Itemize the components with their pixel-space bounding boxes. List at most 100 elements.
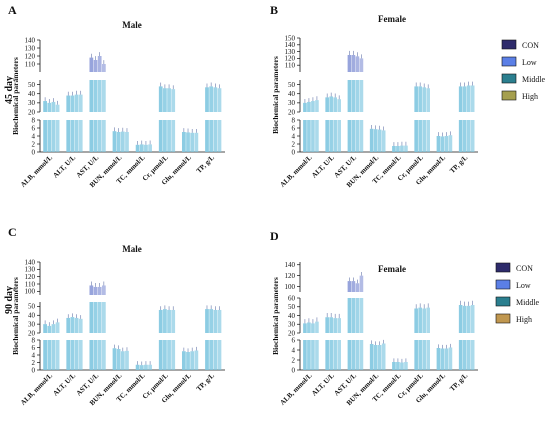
bar [325, 340, 329, 370]
y-tick-label: 0 [32, 366, 36, 374]
bar [78, 120, 83, 152]
bar [89, 285, 94, 295]
bar [209, 86, 214, 112]
bar [329, 96, 333, 112]
bar [158, 120, 163, 152]
y-axis-label: Biochemical parameters [271, 277, 280, 355]
bar [404, 362, 408, 370]
bar [466, 85, 471, 112]
bar [167, 309, 171, 333]
bar [351, 55, 356, 72]
y-tick-label: 6 [292, 336, 296, 344]
bar [47, 340, 52, 370]
y-tick-label: 100 [25, 288, 36, 296]
y-tick-label: 130 [25, 44, 36, 52]
bar [181, 351, 186, 370]
bar [116, 132, 121, 152]
bar [125, 350, 129, 370]
bar [355, 120, 360, 152]
y-tick-label: 20 [288, 108, 296, 116]
bar [163, 340, 167, 370]
bar [47, 102, 52, 112]
bar [47, 120, 52, 152]
bar [444, 136, 449, 152]
bar [167, 88, 171, 112]
y-tick-label: 20 [28, 108, 36, 116]
bar [418, 340, 422, 370]
y-tick-label: 2 [32, 359, 36, 367]
bar [333, 340, 337, 370]
bar [404, 145, 408, 152]
bar [303, 120, 307, 152]
bar [347, 298, 352, 333]
bar [307, 322, 311, 333]
bar [167, 120, 171, 152]
bar [139, 365, 144, 370]
bar [55, 104, 60, 112]
bar [347, 120, 352, 152]
bar [440, 348, 445, 370]
bar [311, 323, 315, 333]
y-tick-label: 8 [292, 116, 296, 124]
bar [97, 302, 102, 333]
bar [78, 340, 83, 370]
panel-letter-b: B [270, 3, 278, 17]
y-tick-label: 8 [32, 336, 36, 344]
bar [213, 340, 218, 370]
bar [444, 348, 449, 370]
bar [78, 318, 83, 333]
legend-label: CON [522, 41, 539, 50]
bar [458, 340, 463, 370]
bar [311, 101, 315, 112]
bar [51, 101, 56, 112]
x-category-label: ALT, U/L [310, 154, 336, 180]
y-tick-label: 2 [292, 140, 296, 148]
bar [205, 309, 209, 333]
bar [315, 340, 319, 370]
bar [414, 120, 418, 152]
bar [436, 348, 441, 370]
bar [373, 129, 378, 152]
legend-swatch [495, 296, 511, 307]
bar [458, 86, 463, 112]
x-category-label: ALT, U/L [52, 372, 78, 398]
bar [66, 317, 71, 333]
y-tick-label: 140 [25, 36, 36, 44]
bar [359, 120, 364, 152]
bar [333, 318, 337, 333]
y-tick-label: 40 [28, 312, 36, 320]
bar [422, 308, 426, 333]
x-category-label: ALB, mmol/L [279, 154, 314, 189]
y-tick-label: 140 [285, 41, 296, 49]
legend-bottom: CON Low Middle High [495, 262, 540, 324]
x-category-label: ALB, mmol/L [19, 154, 54, 189]
bar [422, 120, 426, 152]
bar [101, 285, 106, 295]
bar [89, 120, 94, 152]
bar [43, 324, 47, 333]
bar [97, 80, 102, 112]
bar [93, 286, 98, 295]
bar [74, 94, 79, 112]
y-tick-label: 120 [285, 55, 296, 63]
y-tick-label: 130 [285, 48, 296, 56]
y-tick-label: 6 [292, 124, 296, 132]
bar [101, 302, 106, 333]
bar [426, 88, 430, 112]
x-category-label: ALB, mmol/L [279, 372, 314, 407]
bar [70, 340, 75, 370]
bar [462, 305, 467, 333]
bar [89, 80, 94, 112]
bar [186, 132, 190, 152]
panel-letter-a: A [8, 3, 17, 17]
y-tick-label: 4 [292, 132, 296, 140]
panel-title: Female [378, 14, 406, 24]
bar [158, 340, 163, 370]
y-tick-label: 30 [288, 99, 296, 107]
bar [213, 309, 218, 333]
x-category-label: TP, g/L [448, 154, 469, 175]
bar [112, 348, 117, 370]
chart-panel-b: Female Biochemical parameters 024682030405… [271, 14, 478, 189]
bar [66, 340, 71, 370]
y-tick-label: 140 [25, 258, 36, 266]
